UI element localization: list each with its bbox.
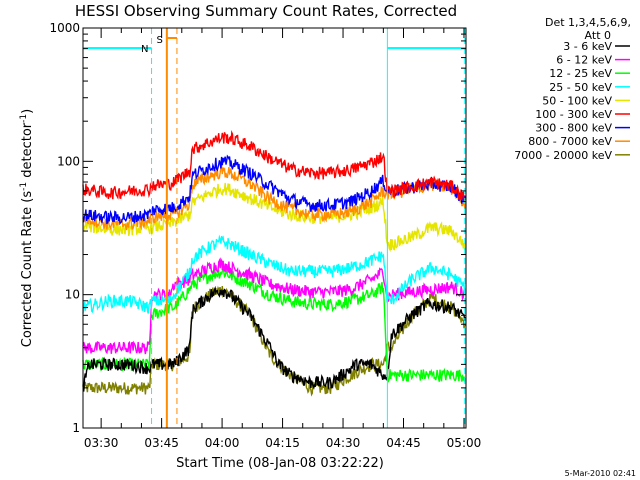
axes-layer: 1 10 100 1000 03:30 03:45 04:00 04:15 04:30 04:45… <box>49 21 481 450</box>
series-line <box>82 130 466 203</box>
y-tick-label: 100 <box>57 154 80 168</box>
y-axis-label-main: Corrected Count Rate (s <box>20 191 35 348</box>
annotation-layer: NS <box>83 28 466 428</box>
x-tick-label: 04:45 <box>386 436 421 450</box>
legend-entry-label: 300 - 800 keV <box>535 122 612 135</box>
plot-frame <box>82 27 467 429</box>
legend-entry-label: 6 - 12 keV <box>556 54 612 67</box>
data-layer <box>82 130 467 397</box>
y-tick-label: 1000 <box>49 21 80 35</box>
chart-title: HESSI Observing Summary Count Rates, Cor… <box>75 2 457 20</box>
legend-header-line-2: Att 0 <box>585 29 611 42</box>
y-axis-label: Corrected Count Rate (s-1 detector-1) <box>19 109 35 347</box>
saa-marker-label: S <box>156 35 162 46</box>
legend-header-line-1: Det 1,3,4,5,6,9, <box>545 16 631 29</box>
series-line <box>82 267 466 383</box>
x-tick-label: 03:45 <box>144 436 179 450</box>
y-axis-label-sup2: -1 <box>19 114 29 123</box>
legend-entry-label: 100 - 300 keV <box>535 108 612 121</box>
legend-entry-label: 7000 - 20000 keV <box>514 149 612 162</box>
series-line <box>82 257 467 355</box>
x-tick-label: 03:30 <box>84 436 119 450</box>
series-line <box>82 164 467 231</box>
legend-entry-label: 50 - 100 keV <box>542 94 612 107</box>
x-axis-label: Start Time (08-Jan-08 03:22:22) <box>176 456 384 471</box>
y-axis-label-mid: detector <box>20 122 35 182</box>
series-line <box>82 234 467 314</box>
x-tick-label: 05:00 <box>447 436 482 450</box>
x-tick-label: 04:30 <box>326 436 361 450</box>
y-tick-label: 10 <box>65 288 80 302</box>
legend-entry-label: 25 - 50 keV <box>549 81 612 94</box>
timestamp-footer: 5-Mar-2010 02:41 <box>565 469 636 478</box>
y-axis-label-end: ) <box>20 109 35 114</box>
series-line <box>82 285 467 392</box>
y-tick-label: 1 <box>72 421 80 435</box>
x-tick-label: 04:00 <box>205 436 240 450</box>
night-marker-label: N <box>141 44 148 55</box>
legend-entry-label: 800 - 7000 keV <box>528 135 612 148</box>
legend-entry-label: 3 - 6 keV <box>563 40 612 53</box>
x-tick-label: 04:15 <box>265 436 300 450</box>
legend-entry-label: 12 - 25 keV <box>549 67 612 80</box>
y-axis-label-sup1: -1 <box>19 182 29 191</box>
